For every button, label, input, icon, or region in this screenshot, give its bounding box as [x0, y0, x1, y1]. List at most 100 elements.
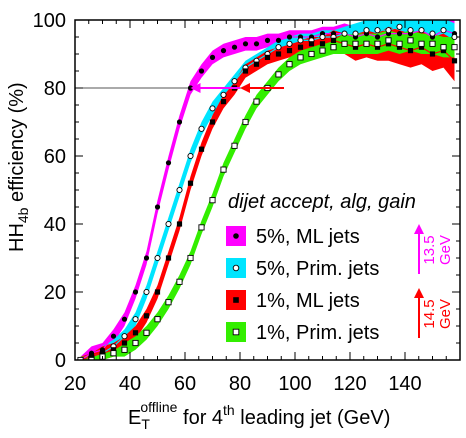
point-s0-5: [132, 289, 139, 295]
legend: dijet accept, alg, gain 5%, ML jets 5%, P…: [226, 191, 416, 344]
point-s0-16: [253, 41, 260, 47]
point-s3-28: [385, 37, 392, 44]
point-s2-33: [440, 48, 447, 54]
point-s3-23: [330, 44, 337, 51]
point-s2-6: [143, 313, 150, 319]
point-s3-7: [154, 316, 161, 323]
point-s2-32: [429, 51, 436, 57]
point-s2-18: [275, 51, 282, 57]
point-s1-12: [209, 105, 216, 112]
point-s2-15: [242, 68, 249, 74]
point-s2-7: [154, 289, 161, 295]
point-s3-21: [308, 50, 315, 58]
point-s3-31: [418, 40, 425, 47]
legend-label-1: 5%, Prim. jets: [256, 258, 379, 280]
point-s0-3: [110, 333, 117, 339]
arrow-head-1: [240, 83, 250, 93]
point-s2-22: [319, 41, 326, 47]
point-s3-24: [341, 40, 348, 47]
point-s3-9: [176, 278, 183, 285]
point-s3-30: [407, 37, 414, 44]
point-s1-7: [154, 254, 161, 262]
legend-label-0: 5%, ML jets: [256, 226, 360, 248]
point-s2-11: [198, 146, 205, 152]
point-s3-27: [374, 40, 381, 47]
legend-marker-1: [232, 264, 240, 272]
point-s3-19: [286, 61, 293, 68]
point-s3-12: [209, 197, 216, 204]
threshold-shift-labels: 13.5GeV 14.5 GeV: [414, 224, 454, 338]
point-s0-18: [275, 37, 282, 44]
arrow-head-0: [190, 83, 201, 93]
point-s2-1: [88, 354, 95, 360]
point-s1-27: [374, 27, 381, 34]
point-s2-12: [209, 119, 216, 125]
point-s2-27: [374, 44, 381, 50]
point-s3-3: [110, 350, 117, 357]
shift-label-0: 13.5GeV: [421, 235, 454, 265]
legend-marker-2: [233, 297, 239, 303]
point-s3-16: [253, 98, 260, 105]
point-s3-22: [319, 47, 326, 54]
point-s2-30: [407, 48, 414, 54]
point-s3-18: [275, 71, 282, 78]
point-s1-6: [143, 288, 150, 296]
point-s2-21: [308, 41, 315, 47]
point-s1-30: [407, 27, 414, 34]
point-s1-32: [429, 30, 436, 37]
point-s1-4: [121, 333, 128, 340]
point-s0-17: [264, 37, 271, 44]
point-s3-8: [165, 299, 172, 306]
threshold-arrows: [190, 83, 284, 93]
point-s2-2: [99, 350, 106, 356]
point-s3-20: [297, 54, 304, 61]
x-axis-title-sup: offline: [140, 399, 177, 415]
point-s1-29: [396, 23, 403, 30]
point-s0-9: [176, 119, 183, 125]
x-tick-label-120: 120: [333, 373, 366, 395]
point-s0-12: [209, 54, 216, 61]
point-s2-16: [253, 61, 260, 67]
x-tick-label-60: 60: [174, 373, 196, 395]
point-s1-22: [319, 33, 326, 41]
y-tick-label-60: 60: [44, 146, 66, 168]
point-s0-6: [143, 255, 150, 261]
point-s1-28: [385, 27, 392, 34]
x-tick-label-40: 40: [119, 373, 141, 395]
point-s3-6: [143, 329, 150, 336]
shift-value-0: 13.5: [421, 235, 438, 264]
point-s1-31: [418, 27, 425, 34]
point-s3-13: [220, 166, 227, 173]
uncertainty-bands: [80, 20, 455, 360]
point-s2-23: [330, 37, 337, 43]
point-s3-5: [132, 339, 139, 347]
point-s1-33: [440, 27, 447, 34]
point-s1-24: [341, 30, 348, 37]
legend-label-2: 1%, ML jets: [256, 290, 360, 312]
shift-value-1: 14.5: [421, 299, 438, 328]
point-s1-5: [132, 316, 139, 323]
point-s3-33: [440, 44, 447, 51]
point-s2-25: [352, 44, 359, 50]
point-s1-11: [198, 125, 205, 132]
point-s3-4: [121, 346, 128, 353]
x-tick-label-100: 100: [278, 373, 311, 395]
legend-marker-3: [232, 328, 240, 336]
series-markers: [77, 23, 458, 360]
point-s0-11: [198, 68, 205, 74]
point-s2-8: [165, 255, 172, 261]
point-s3-14: [231, 142, 238, 149]
x-axis-title-sup2: th: [223, 402, 235, 418]
y-tick-label-20: 20: [44, 282, 66, 304]
point-s1-25: [352, 30, 359, 37]
point-s1-20: [297, 37, 304, 44]
y-tick-label-40: 40: [44, 214, 66, 236]
y-tick-label-0: 0: [55, 350, 66, 372]
point-s0-27: [374, 34, 381, 40]
x-tick-label-80: 80: [229, 373, 251, 395]
x-axis-title-sub: T: [141, 416, 150, 432]
axis-ticks: [74, 19, 461, 361]
x-tick-label-20: 20: [64, 373, 86, 395]
shift-unit-0: GeV: [437, 235, 454, 265]
